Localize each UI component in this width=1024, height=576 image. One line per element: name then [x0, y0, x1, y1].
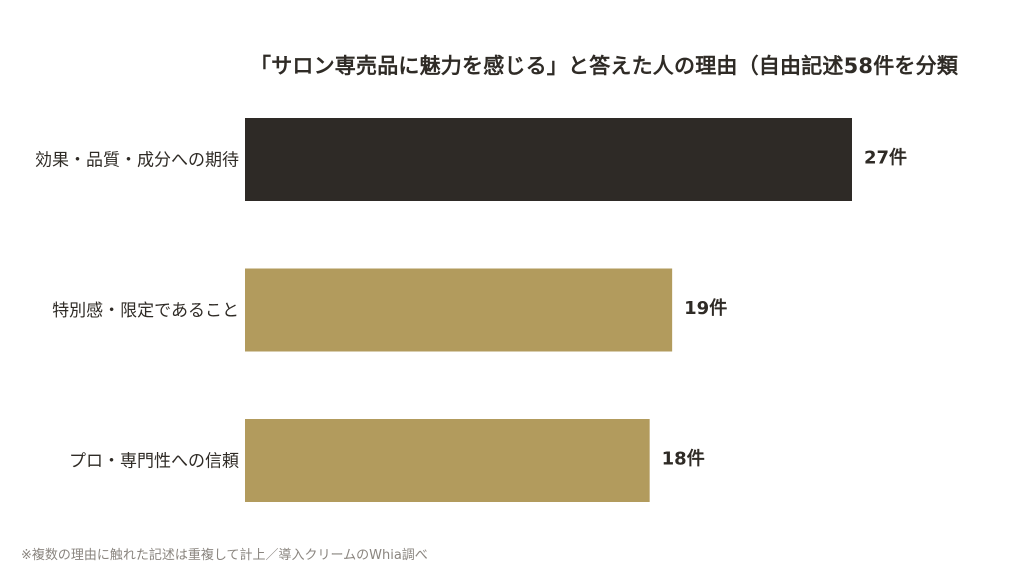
bar — [245, 268, 673, 352]
category-label: 特別感・限定であること — [52, 301, 239, 321]
category-label: プロ・専門性への信頼 — [69, 452, 239, 472]
footnote: ※複数の理由に触れた記述は重複して計上／導入クリームのWhia調べ — [21, 548, 428, 563]
bar — [245, 118, 852, 201]
data-label: 27件 — [864, 147, 907, 169]
data-label: 18件 — [662, 448, 705, 470]
category-label: 効果・品質・成分への期待 — [35, 151, 239, 171]
data-label: 19件 — [684, 297, 727, 319]
bar — [245, 419, 650, 502]
chart-title: 「サロン専売品に魅力を感じる」と答えた人の理由（自由記述58件を分類 — [250, 54, 959, 78]
